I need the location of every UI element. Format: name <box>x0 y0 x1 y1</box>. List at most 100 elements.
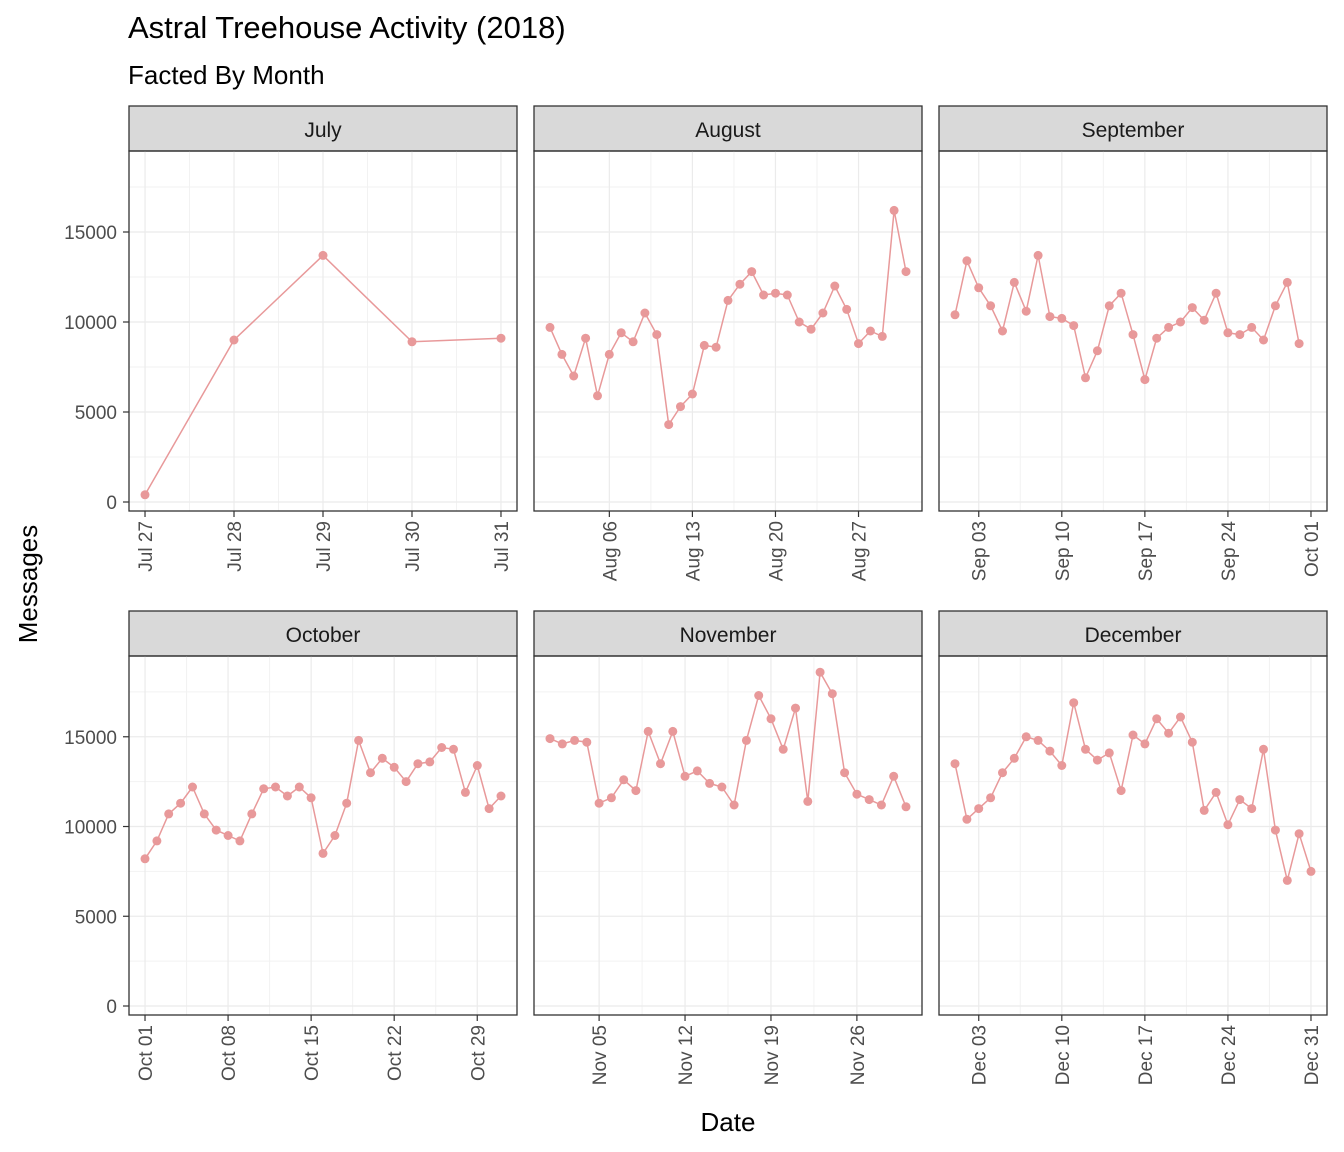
data-point <box>1282 875 1292 885</box>
data-point <box>1199 805 1209 815</box>
data-point <box>656 759 665 769</box>
data-point <box>974 804 984 814</box>
data-point <box>652 330 662 340</box>
data-point <box>594 798 604 808</box>
data-point <box>766 714 776 724</box>
x-tick-label: Jul 28 <box>225 521 246 572</box>
data-point <box>1152 714 1162 724</box>
x-tick-label: Nov 19 <box>762 1025 783 1085</box>
data-point <box>1069 321 1079 331</box>
data-point <box>152 836 162 846</box>
data-point <box>1021 732 1031 742</box>
data-point <box>449 744 458 754</box>
data-point <box>582 737 592 747</box>
x-tick-label: Jul 30 <box>403 521 424 572</box>
data-point <box>1104 748 1114 758</box>
x-tick-label: Dec 03 <box>970 1025 991 1085</box>
data-point <box>771 288 780 298</box>
data-point <box>496 791 506 801</box>
data-point <box>1270 301 1280 311</box>
strip-december <box>938 610 1328 657</box>
data-point <box>711 342 721 352</box>
data-point <box>569 371 579 381</box>
data-point <box>842 304 852 314</box>
data-point <box>889 771 899 781</box>
data-point <box>840 768 850 778</box>
data-point <box>1140 739 1150 749</box>
series-line <box>954 702 1312 881</box>
data-point <box>865 326 875 336</box>
data-point <box>962 256 972 266</box>
data-point <box>782 290 792 300</box>
data-point <box>962 814 972 824</box>
x-tick-label: Jul 29 <box>314 521 335 572</box>
data-point <box>545 322 555 332</box>
strip-october <box>128 610 518 657</box>
data-point <box>1247 804 1257 814</box>
y-tick-label: 0 <box>106 493 117 514</box>
data-point <box>877 331 887 341</box>
data-point <box>259 784 269 794</box>
data-point <box>1081 744 1090 754</box>
data-point <box>818 308 828 318</box>
x-tick-label: Dec 31 <box>1302 1025 1323 1085</box>
data-point <box>998 326 1007 336</box>
x-tick-label: Nov 12 <box>676 1025 697 1085</box>
x-tick-label: Sep 17 <box>1136 521 1157 581</box>
data-point <box>986 301 996 311</box>
data-point <box>1069 698 1079 708</box>
data-point <box>1092 346 1102 356</box>
data-point <box>616 328 626 338</box>
strip-label: August <box>695 119 761 142</box>
data-point <box>472 761 482 770</box>
data-point <box>1152 333 1162 343</box>
x-tick-label: Oct 01 <box>1302 521 1323 577</box>
data-point <box>199 809 209 819</box>
data-point <box>754 691 764 700</box>
data-point <box>1164 728 1174 738</box>
data-point <box>876 800 886 810</box>
data-point <box>570 735 580 745</box>
y-tick-label: 15000 <box>64 728 117 749</box>
data-point <box>1009 753 1019 763</box>
data-point <box>692 766 702 776</box>
y-tick-label: 5000 <box>75 403 117 424</box>
x-tick-label: Aug 06 <box>600 521 621 581</box>
data-point <box>282 791 292 801</box>
data-point <box>640 308 650 318</box>
data-point <box>680 771 690 781</box>
data-point <box>354 735 364 745</box>
data-point <box>593 391 602 401</box>
data-point <box>318 848 328 858</box>
data-point <box>1211 787 1221 797</box>
x-tick-label: Dec 10 <box>1053 1025 1074 1085</box>
data-point <box>229 335 239 345</box>
strip-label: September <box>1082 119 1185 142</box>
data-point <box>1045 312 1055 322</box>
data-point <box>628 337 638 347</box>
data-point <box>294 782 304 792</box>
data-point <box>318 250 328 260</box>
panel-august: August Aug 06 Aug 13 Aug 20 Aug 27 <box>533 105 923 581</box>
data-point <box>164 809 174 819</box>
data-point <box>223 831 233 840</box>
data-point <box>1306 866 1316 876</box>
data-point <box>557 349 567 359</box>
data-point <box>1057 313 1067 323</box>
data-point <box>437 743 447 752</box>
panel-border <box>533 150 923 512</box>
data-point <box>1176 317 1185 327</box>
data-point <box>1235 795 1245 805</box>
data-point <box>1223 820 1233 830</box>
data-point <box>557 739 567 749</box>
data-point <box>1140 375 1150 385</box>
data-point <box>545 734 555 744</box>
data-point <box>1021 306 1031 316</box>
data-point <box>950 310 960 320</box>
facet-panels: July 0 5000 10000 15000 Jul 27 Jul 28 Jul 29 Jul… <box>64 105 1328 1085</box>
data-point <box>986 793 996 803</box>
data-point <box>830 281 840 291</box>
data-point <box>664 420 674 430</box>
strip-label: October <box>286 624 361 647</box>
data-point <box>271 782 280 792</box>
